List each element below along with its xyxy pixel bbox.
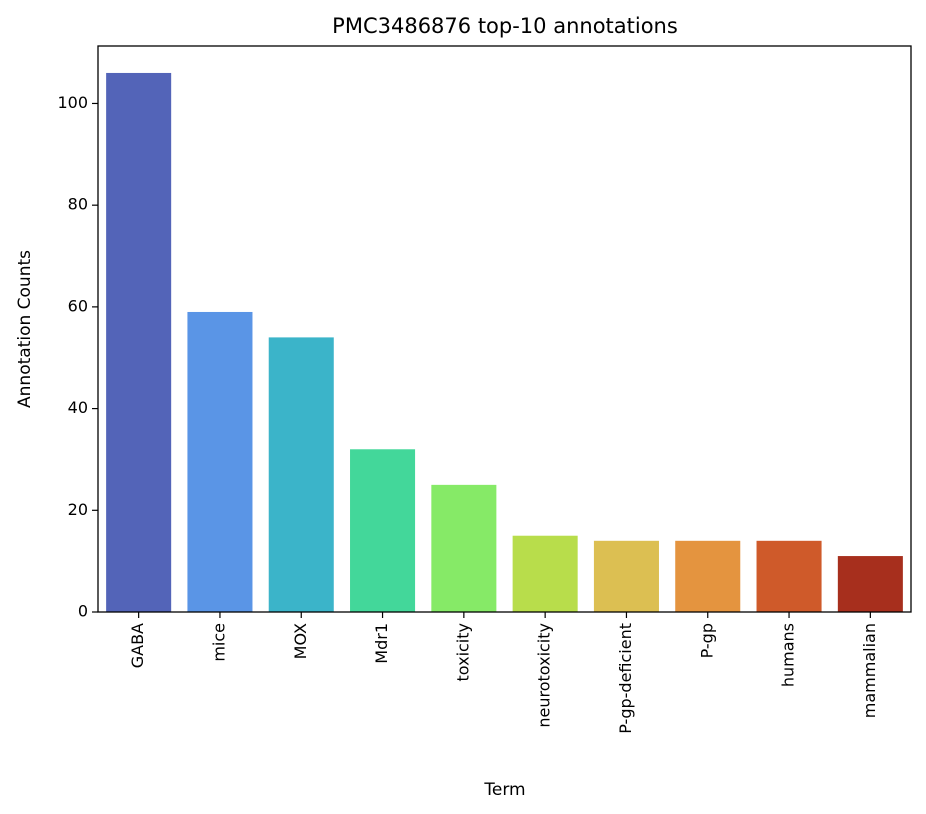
x-tick-label: P-gp — [697, 623, 716, 658]
bar-neurotoxicity — [512, 535, 578, 612]
bar-mox — [268, 337, 334, 612]
bar-toxicity — [431, 484, 497, 612]
x-axis-label: Term — [483, 780, 525, 800]
bar-mice — [187, 311, 253, 612]
x-tick-label: P-gp-deficient — [616, 623, 635, 734]
bar-p-gp — [675, 540, 741, 612]
y-tick-label: 40 — [68, 398, 88, 417]
bars-group — [106, 72, 903, 612]
chart-title: PMC3486876 top-10 annotations — [332, 14, 678, 38]
y-axis-ticks: 0 20 40 60 80 100 — [57, 93, 98, 621]
x-tick-label: toxicity — [453, 623, 472, 681]
plot-frame — [97, 45, 912, 613]
x-tick-label: Mdr1 — [372, 623, 391, 664]
bar-p-gp-deficient — [593, 540, 659, 612]
x-tick-label: humans — [779, 623, 798, 687]
y-tick-label: 0 — [78, 602, 88, 621]
bar-gaba — [106, 72, 172, 612]
bar-mammalian — [837, 556, 903, 612]
x-tick-label: neurotoxicity — [535, 623, 554, 728]
y-tick-label: 60 — [68, 296, 88, 315]
y-tick-label: 20 — [68, 500, 88, 519]
y-axis-label: Annotation Counts — [15, 250, 35, 408]
x-tick-label: mice — [209, 623, 228, 662]
bar-mdr1 — [350, 449, 416, 612]
y-tick-label: 100 — [57, 93, 88, 112]
x-tick-label: mammalian — [860, 623, 879, 718]
x-tick-label: MOX — [291, 623, 310, 659]
x-tick-label: GABA — [128, 623, 147, 668]
y-tick-label: 80 — [68, 195, 88, 214]
bar-humans — [756, 540, 822, 612]
x-axis-ticks: GABA mice MOX Mdr1 toxicity neurotoxicity P-gp… — [128, 612, 879, 734]
